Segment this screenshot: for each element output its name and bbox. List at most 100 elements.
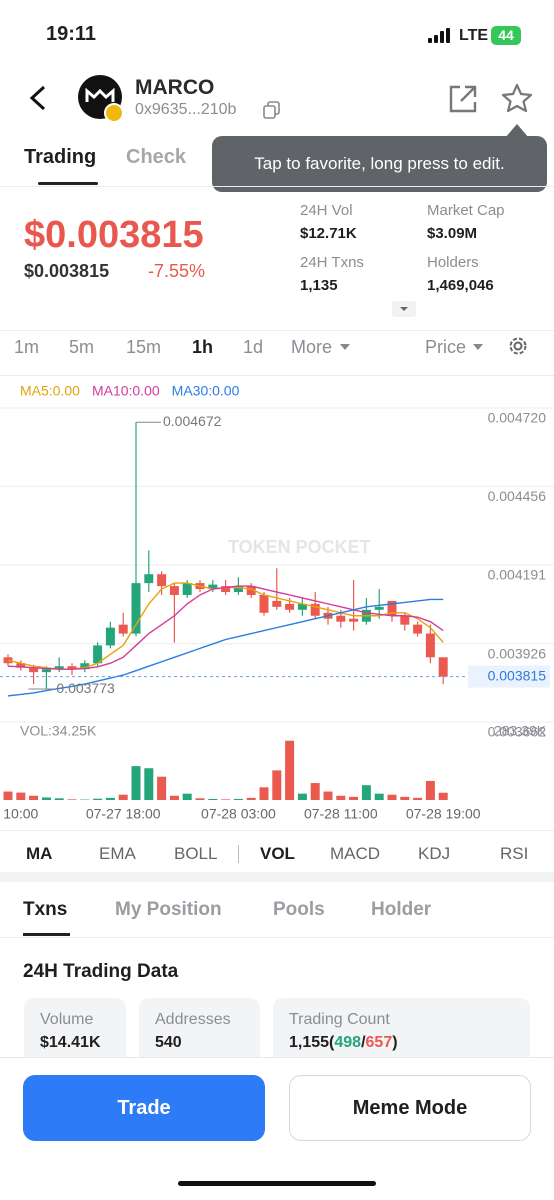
tab-underline bbox=[23, 933, 70, 936]
tab-underline bbox=[38, 182, 98, 185]
volume-bar bbox=[55, 798, 64, 800]
favorite-icon[interactable] bbox=[500, 82, 534, 114]
stat-label: 24H Vol bbox=[300, 202, 353, 219]
volume-bar bbox=[362, 785, 371, 800]
volume-bar bbox=[4, 792, 13, 800]
y-tick-label: 0.004456 bbox=[488, 488, 547, 504]
volume-bar bbox=[426, 781, 435, 800]
candle-body bbox=[285, 604, 294, 610]
x-tick-label: 07-28 03:00 bbox=[201, 806, 276, 822]
volume-bar bbox=[29, 796, 38, 800]
current-price: $0.003815 bbox=[24, 214, 204, 257]
punct: ) bbox=[392, 1034, 397, 1051]
tab[interactable]: Pools bbox=[273, 899, 325, 921]
volume-bar bbox=[413, 798, 422, 800]
price-usd: $0.003815 bbox=[24, 261, 109, 282]
y-tick-label: 0.003926 bbox=[488, 645, 547, 661]
meme-mode-button[interactable]: Meme Mode bbox=[289, 1075, 531, 1141]
volume-bar bbox=[221, 799, 230, 800]
price-toggle[interactable]: Price bbox=[425, 337, 466, 358]
stat-value: $3.09M bbox=[427, 225, 477, 242]
indicator[interactable]: RSI bbox=[500, 844, 528, 864]
tab[interactable]: Check bbox=[126, 146, 186, 169]
candle-body bbox=[426, 634, 435, 658]
candle-body bbox=[132, 583, 141, 633]
tab[interactable]: Txns bbox=[23, 899, 67, 921]
tab[interactable]: Trading bbox=[24, 146, 96, 169]
x-tick-label: 07-28 11:00 bbox=[304, 806, 378, 822]
stat-value: 1,135 bbox=[300, 277, 338, 294]
trade-button[interactable]: Trade bbox=[23, 1075, 265, 1141]
indicator[interactable]: MA bbox=[26, 844, 52, 864]
copy-icon[interactable] bbox=[263, 101, 281, 119]
candle-body bbox=[413, 625, 422, 634]
volume-bar bbox=[260, 787, 269, 800]
divider bbox=[0, 830, 554, 831]
battery: 44 bbox=[491, 26, 521, 45]
candle-body bbox=[144, 574, 153, 583]
volume-bar bbox=[196, 798, 205, 800]
candlestick-chart: TOKEN POCKET0.0047200.0044560.0041910.00… bbox=[0, 376, 554, 830]
legend-entry: MA5:0.00 bbox=[20, 383, 80, 399]
card-value: $14.41K bbox=[40, 1034, 101, 1052]
stat-value: 1,469,046 bbox=[427, 277, 494, 294]
legend-entry: MA10:0.00 bbox=[92, 383, 160, 399]
count-buys: 498 bbox=[334, 1034, 361, 1051]
indicator[interactable]: EMA bbox=[99, 844, 136, 864]
volume-bar bbox=[336, 796, 345, 800]
candle-body bbox=[170, 586, 179, 595]
current-price-label: 0.003815 bbox=[488, 667, 547, 683]
expand-button[interactable] bbox=[392, 301, 416, 317]
volume-bar bbox=[170, 796, 179, 800]
volume-bar bbox=[375, 794, 384, 800]
divider bbox=[0, 186, 554, 187]
candle-body bbox=[157, 574, 166, 586]
indicator[interactable]: KDJ bbox=[418, 844, 450, 864]
x-tick-label: 10:00 bbox=[3, 806, 38, 822]
section-gap bbox=[0, 872, 554, 882]
volume-bar bbox=[157, 777, 166, 800]
volume-bar bbox=[285, 741, 294, 800]
ma-line bbox=[8, 586, 443, 669]
volume-bar bbox=[132, 766, 141, 800]
y-tick-label: 0.004720 bbox=[488, 410, 547, 426]
interval[interactable]: 15m bbox=[126, 337, 161, 358]
card-label: Addresses bbox=[155, 1011, 231, 1029]
volume-bar bbox=[349, 797, 358, 800]
count-total: 1,155 bbox=[289, 1034, 329, 1051]
volume-bar bbox=[439, 793, 448, 800]
interval[interactable]: 1h bbox=[192, 337, 213, 358]
signal-icon bbox=[428, 28, 454, 44]
volume-bar bbox=[400, 797, 409, 800]
volume-bar bbox=[311, 783, 320, 800]
share-icon[interactable] bbox=[448, 84, 478, 114]
indicator[interactable]: VOL bbox=[260, 844, 295, 864]
token-address: 0x9635...210b bbox=[135, 101, 236, 119]
volume-bar bbox=[144, 768, 153, 800]
candle-body bbox=[42, 669, 51, 672]
x-tick-label: 07-28 19:00 bbox=[406, 806, 481, 822]
interval[interactable]: 1m bbox=[14, 337, 39, 358]
indicator[interactable]: MACD bbox=[330, 844, 380, 864]
settings-icon[interactable] bbox=[507, 335, 529, 357]
candle-body bbox=[375, 607, 384, 610]
stat-label: Holders bbox=[427, 254, 479, 271]
dropdown-arrow bbox=[472, 342, 484, 352]
back-button[interactable] bbox=[26, 84, 50, 112]
volume-bar bbox=[208, 799, 217, 800]
indicator[interactable]: BOLL bbox=[174, 844, 217, 864]
volume-bar bbox=[272, 770, 281, 800]
candle-body bbox=[272, 601, 281, 607]
volume-bar bbox=[234, 799, 243, 800]
interval[interactable]: More bbox=[291, 337, 332, 358]
stat-label: Market Cap bbox=[427, 202, 505, 219]
candle-body bbox=[106, 628, 115, 646]
candle-body bbox=[400, 616, 409, 625]
interval[interactable]: 5m bbox=[69, 337, 94, 358]
tab[interactable]: Holder bbox=[371, 899, 431, 921]
tab[interactable]: My Position bbox=[115, 899, 222, 921]
stat-label: 24H Txns bbox=[300, 254, 364, 271]
interval[interactable]: 1d bbox=[243, 337, 263, 358]
legend-entry: MA30:0.00 bbox=[172, 383, 240, 399]
